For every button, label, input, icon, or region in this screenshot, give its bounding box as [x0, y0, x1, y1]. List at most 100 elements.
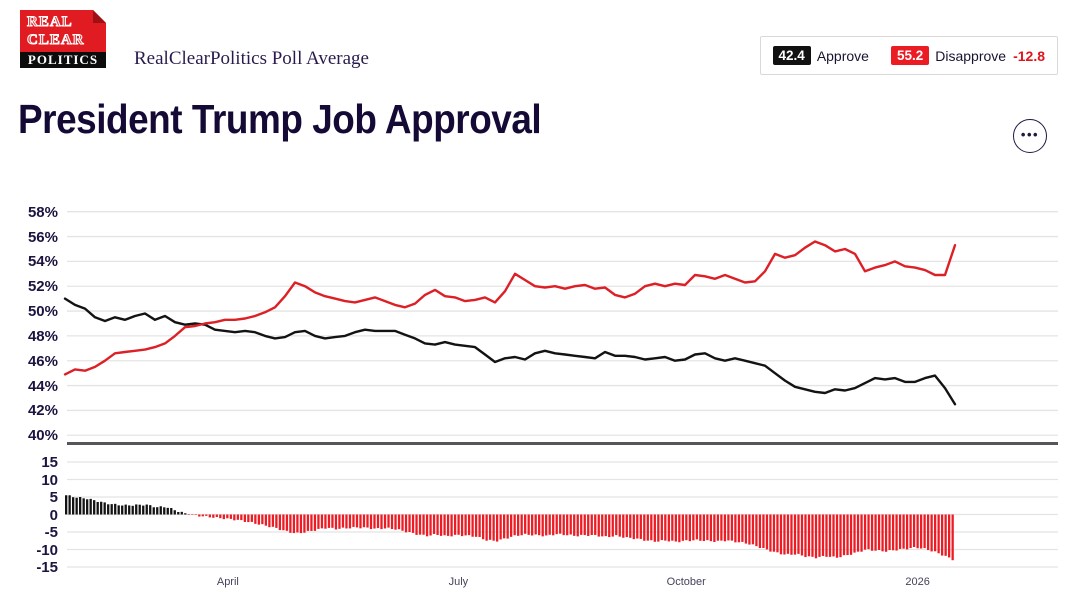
spread-bar	[453, 514, 457, 535]
y-axis-tick-label: 40%	[27, 427, 58, 445]
spread-bar	[909, 514, 912, 549]
spread-bar	[317, 514, 320, 529]
spread-bar	[576, 514, 579, 537]
spread-bar	[580, 514, 583, 535]
spread-bar	[201, 514, 204, 517]
spread-bar	[856, 514, 860, 552]
spread-bar	[531, 514, 534, 536]
spread-bar	[653, 514, 656, 542]
spread-bar	[205, 514, 208, 516]
spread-bar	[902, 514, 905, 549]
spread-bar	[674, 514, 677, 542]
spread-bar	[422, 514, 425, 535]
spread-bar	[877, 514, 881, 550]
spread-bar	[208, 514, 211, 518]
spread-value: -12.8	[1013, 47, 1045, 64]
spread-bar	[362, 514, 366, 528]
spread-bar	[226, 514, 229, 519]
spread-bar	[699, 514, 702, 541]
y-axis-tick-label: 10	[41, 471, 58, 489]
spread-bar	[499, 514, 502, 540]
spread-bar	[460, 514, 464, 537]
spread-bar	[75, 497, 78, 515]
spread-bar	[443, 514, 446, 536]
spread-bar	[439, 514, 443, 536]
spread-bar	[622, 514, 625, 538]
spread-bar	[429, 514, 432, 536]
spread-bar	[660, 514, 663, 541]
spread-bar	[488, 514, 492, 540]
spread-bar	[229, 514, 232, 519]
spread-bar	[765, 514, 769, 550]
spread-bar	[282, 514, 285, 531]
spread-bar	[369, 514, 373, 530]
spread-bar	[180, 511, 183, 515]
rcp-logo[interactable]: REAL CLEAR POLITICS	[20, 10, 106, 68]
spread-bar	[727, 514, 730, 541]
spread-bar	[520, 514, 523, 536]
spread-bar	[418, 514, 422, 535]
spread-bar	[292, 514, 296, 534]
spread-bar	[933, 514, 937, 552]
spread-bar	[863, 514, 867, 550]
spread-bar	[376, 514, 380, 529]
spread-bar	[408, 514, 411, 533]
spread-bar	[502, 514, 506, 539]
y-axis-tick-label: 42%	[27, 402, 58, 420]
spread-bar	[636, 514, 639, 539]
spread-bar	[825, 514, 828, 557]
spread-bar	[524, 514, 527, 534]
spread-bar	[597, 514, 600, 537]
spread-bar	[615, 514, 618, 536]
spread-bar	[485, 514, 488, 541]
spread-bar	[194, 514, 197, 515]
spread-bar	[425, 514, 429, 537]
spread-bar	[103, 502, 106, 515]
spread-bar	[755, 514, 758, 547]
logo-word-clear: CLEAR	[27, 32, 85, 48]
spread-bar	[937, 514, 940, 554]
chart-separator	[67, 442, 1058, 445]
spread-bar	[313, 514, 317, 531]
spread-bar	[275, 514, 278, 528]
spread-bar	[874, 514, 877, 551]
approve-trend-line	[63, 297, 957, 406]
spread-bar	[797, 514, 800, 554]
spread-bar	[951, 514, 954, 561]
spread-bar	[695, 514, 699, 540]
spread-bar	[404, 514, 408, 533]
spread-bar	[233, 514, 236, 521]
spread-bar	[849, 514, 853, 555]
spread-bar	[506, 514, 509, 539]
disapprove-trend-line	[63, 240, 957, 376]
spread-bar	[240, 514, 243, 521]
spread-bar	[128, 505, 131, 515]
spread-bar	[510, 514, 513, 537]
spread-bar	[643, 514, 646, 541]
spread-bar	[706, 514, 709, 541]
logo-fold-shadow-icon	[93, 10, 106, 23]
spread-bar	[373, 514, 376, 529]
spread-bar	[667, 514, 670, 542]
spread-bar	[741, 514, 744, 542]
spread-bar	[762, 514, 765, 548]
spread-bar	[397, 514, 401, 530]
y-axis-tick-label: -15	[36, 559, 58, 576]
spread-bar	[681, 514, 684, 541]
spread-bar	[807, 514, 811, 557]
spread-bar	[327, 514, 331, 528]
spread-bar	[716, 514, 720, 541]
spread-bar	[142, 505, 145, 515]
spread-bar	[853, 514, 856, 553]
spread-bar	[135, 504, 138, 515]
more-options-button[interactable]: •••	[1013, 119, 1047, 153]
spread-bar	[723, 514, 727, 542]
spread-bar	[926, 514, 930, 551]
spread-bar	[114, 503, 117, 515]
spread-bar	[751, 514, 755, 545]
spread-bar	[306, 514, 310, 531]
spread-bar	[566, 514, 569, 536]
spread-bar	[495, 514, 499, 542]
spread-bar	[527, 514, 530, 535]
spread-bar	[583, 514, 586, 536]
